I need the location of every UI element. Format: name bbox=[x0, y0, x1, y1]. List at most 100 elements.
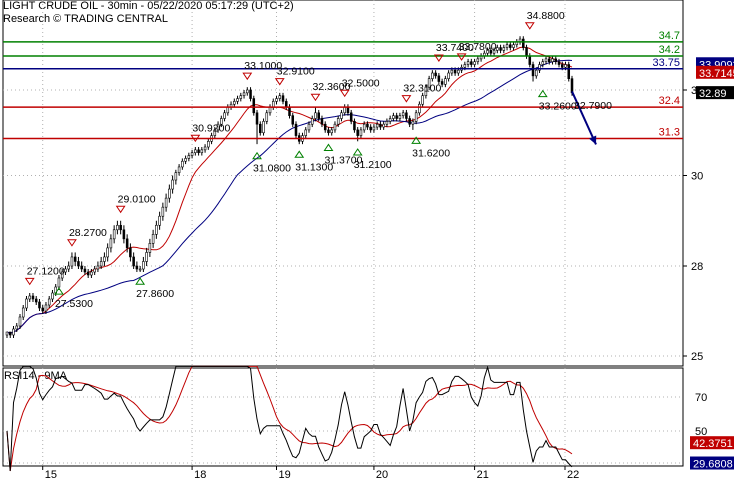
forecast-label: 32.7900 bbox=[574, 100, 612, 112]
candle-body bbox=[463, 64, 467, 68]
candle-body bbox=[174, 172, 178, 181]
candle-body bbox=[262, 121, 265, 134]
candle-body bbox=[307, 123, 311, 131]
candle-body bbox=[570, 78, 574, 94]
candle-body bbox=[333, 123, 337, 131]
candle-body bbox=[145, 252, 148, 262]
candle-body bbox=[216, 123, 220, 131]
swing-low-marker bbox=[411, 136, 422, 144]
chart-title: LIGHT CRUDE OIL - 30min - 05/22/2020 05:… bbox=[3, 0, 294, 12]
candle-body bbox=[375, 123, 379, 128]
candle-body bbox=[444, 78, 447, 85]
candle-body bbox=[171, 179, 174, 190]
candle-body bbox=[184, 158, 187, 162]
candle-body bbox=[304, 129, 308, 136]
candle-body bbox=[567, 64, 571, 79]
candle-body bbox=[44, 304, 48, 312]
swing-low-marker bbox=[352, 148, 363, 156]
candle-body bbox=[544, 58, 548, 62]
candle-body bbox=[349, 112, 353, 122]
date-axis-label: 18 bbox=[194, 469, 206, 480]
candle-body bbox=[181, 160, 184, 168]
candle-body bbox=[466, 61, 470, 65]
swing-low-label: 31.3700 bbox=[324, 154, 362, 166]
swing-high-marker bbox=[190, 134, 201, 143]
date-axis-label: 21 bbox=[477, 469, 489, 480]
candle-body bbox=[408, 118, 411, 125]
rsi-badge-label: 29.6808 bbox=[693, 459, 733, 471]
candle-body bbox=[369, 126, 372, 131]
ma-slow-line bbox=[6, 59, 573, 335]
candle-body bbox=[502, 47, 506, 51]
price-axis-label: 30 bbox=[691, 171, 703, 183]
candle-body bbox=[190, 152, 194, 156]
candle-body bbox=[281, 95, 285, 102]
candle-body bbox=[109, 238, 113, 249]
candle-body bbox=[38, 301, 41, 309]
candle-body bbox=[385, 121, 389, 125]
candle-body bbox=[398, 115, 402, 119]
candle-body bbox=[421, 95, 424, 105]
candle-body bbox=[401, 112, 405, 116]
candle-body bbox=[168, 188, 171, 199]
swing-high-label: 32.3100 bbox=[403, 83, 441, 95]
forecast-arrow-head bbox=[589, 135, 597, 145]
swing-high-marker bbox=[433, 54, 444, 62]
candle-body bbox=[340, 112, 343, 119]
candle-body bbox=[525, 47, 528, 57]
rsi-line bbox=[6, 365, 573, 472]
candle-body bbox=[353, 121, 356, 131]
price-badge-label: 33.7145 bbox=[699, 68, 735, 80]
candle-body bbox=[194, 149, 197, 154]
candle-body bbox=[129, 247, 132, 258]
candle-body bbox=[372, 126, 376, 131]
swing-low-label: 31.6200 bbox=[412, 147, 450, 159]
candle-body bbox=[366, 123, 369, 128]
candle-body bbox=[132, 256, 135, 267]
candle-body bbox=[34, 298, 38, 303]
price-badge bbox=[696, 86, 734, 100]
candle-body bbox=[265, 112, 269, 122]
candle-body bbox=[106, 247, 109, 258]
candle-body bbox=[12, 328, 15, 336]
candle-body bbox=[15, 325, 19, 330]
candle-body bbox=[437, 75, 441, 82]
candle-body bbox=[414, 112, 418, 122]
swing-high-label: 27.1200 bbox=[27, 265, 65, 277]
candle-body bbox=[346, 106, 350, 114]
candle-body bbox=[453, 69, 457, 74]
candle-body bbox=[125, 238, 129, 249]
candle-body bbox=[560, 64, 564, 68]
candle-body bbox=[294, 123, 298, 136]
candle-body bbox=[496, 47, 499, 51]
candle-body bbox=[259, 123, 262, 134]
candle-body bbox=[70, 256, 74, 267]
candle-body bbox=[336, 118, 340, 125]
swing-high-marker bbox=[115, 205, 126, 214]
candle-body bbox=[236, 98, 239, 102]
swing-low-label: 31.0800 bbox=[253, 163, 291, 175]
rsi-badge bbox=[690, 456, 734, 470]
candle-body bbox=[252, 98, 256, 114]
candle-body bbox=[80, 265, 83, 270]
candle-body bbox=[51, 292, 54, 300]
rsi-ma-line bbox=[6, 365, 573, 472]
candle-body bbox=[226, 106, 230, 114]
candle-body bbox=[486, 50, 489, 54]
candle-body bbox=[86, 271, 90, 276]
candle-body bbox=[327, 129, 330, 134]
swing-high-marker bbox=[67, 239, 77, 247]
candle-body bbox=[317, 112, 320, 119]
candle-body bbox=[73, 256, 77, 262]
candle-body bbox=[135, 265, 139, 270]
candle-body bbox=[28, 295, 31, 300]
candle-body bbox=[424, 86, 428, 96]
candle-body bbox=[323, 123, 327, 131]
candle-body bbox=[310, 118, 314, 125]
candle-body bbox=[151, 234, 155, 244]
swing-high-marker bbox=[24, 277, 35, 286]
candle-body bbox=[392, 115, 395, 119]
candle-body bbox=[538, 64, 541, 71]
candle-body bbox=[512, 44, 515, 48]
